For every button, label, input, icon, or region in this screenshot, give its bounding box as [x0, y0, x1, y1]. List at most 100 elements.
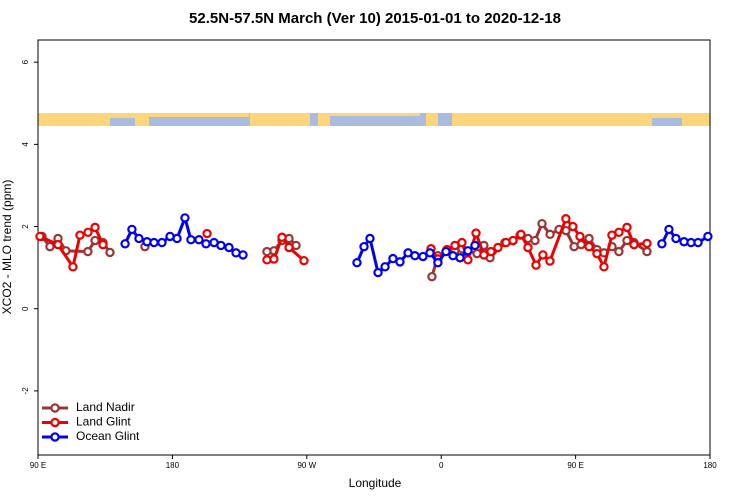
data-point	[216, 240, 226, 251]
data-point	[455, 253, 465, 263]
data-point	[105, 247, 115, 258]
data-point	[592, 248, 602, 259]
data-point	[622, 222, 632, 233]
data-point	[127, 224, 137, 235]
x-tick-label: 0	[439, 461, 444, 470]
x-axis-label: Longitude	[349, 476, 402, 490]
data-point	[83, 227, 93, 237]
data-point	[493, 242, 503, 253]
data-point	[410, 251, 420, 261]
data-point	[186, 234, 196, 245]
data-point	[352, 258, 362, 268]
land-strip	[682, 113, 710, 126]
data-point	[90, 222, 100, 233]
y-tick-label: 0	[21, 306, 30, 311]
chart-title: 52.5N-57.5N March (Ver 10) 2015-01-01 to…	[189, 10, 561, 27]
data-point	[284, 242, 294, 253]
data-point	[530, 235, 540, 246]
x-tick-label: 90 E	[30, 461, 46, 470]
y-tick-label: -2	[21, 387, 30, 395]
data-point	[134, 233, 144, 244]
data-point	[642, 246, 652, 257]
data-point	[457, 237, 467, 248]
data-point	[83, 246, 93, 257]
data-point	[238, 250, 248, 260]
land-strip	[38, 113, 110, 126]
data-point	[568, 221, 578, 232]
data-point	[664, 224, 674, 235]
data-point	[277, 232, 287, 242]
data-point	[629, 239, 639, 250]
data-point	[599, 262, 609, 272]
plot-frame	[37, 39, 711, 456]
data-point	[545, 256, 555, 266]
data-point	[545, 229, 555, 240]
data-point	[693, 237, 703, 248]
x-tick-label: 180	[166, 461, 180, 470]
land-strip	[330, 113, 420, 116]
y-tick-label: 6	[21, 59, 30, 64]
land-strip	[426, 113, 438, 126]
data-point	[642, 238, 652, 249]
data-point	[531, 260, 541, 270]
data-point	[584, 233, 594, 244]
data-point	[180, 213, 190, 223]
data-point	[53, 239, 63, 250]
land-strip	[135, 113, 149, 126]
land-strip	[652, 113, 682, 118]
data-point	[90, 235, 100, 246]
data-point	[523, 242, 533, 253]
data-point	[576, 239, 586, 250]
data-point	[395, 257, 405, 267]
legend-marker	[50, 432, 60, 442]
data-point	[269, 254, 279, 264]
data-point	[194, 234, 204, 245]
data-point	[584, 241, 594, 252]
data-point	[614, 246, 624, 257]
legend-label: Land Glint	[76, 415, 131, 429]
data-point	[433, 258, 443, 268]
data-point	[537, 218, 547, 229]
data-point	[202, 228, 212, 239]
data-point	[380, 262, 390, 272]
data-point	[172, 233, 182, 244]
data-point	[365, 233, 375, 244]
land-strip	[318, 113, 330, 126]
land-strip	[250, 113, 310, 126]
data-point	[45, 241, 55, 252]
data-point	[75, 230, 85, 240]
data-point	[516, 229, 526, 240]
data-point	[98, 239, 108, 250]
legend-label: Ocean Glint	[76, 429, 140, 443]
legend-label: Land Nadir	[76, 400, 135, 414]
data-point	[479, 250, 489, 260]
data-point	[463, 255, 473, 265]
data-point	[373, 267, 383, 278]
data-point	[657, 239, 667, 249]
data-point	[703, 231, 713, 242]
x-tick-label: 90 W	[297, 461, 316, 470]
data-point	[359, 241, 369, 252]
data-point	[157, 237, 167, 248]
data-point	[299, 255, 309, 266]
data-point	[224, 242, 234, 253]
data-point	[575, 231, 585, 242]
data-point	[68, 262, 78, 272]
x-tick-label: 90 E	[567, 461, 583, 470]
legend-marker	[50, 403, 60, 413]
series	[120, 213, 713, 278]
data-point	[418, 251, 428, 262]
land-strip	[110, 113, 140, 118]
legend-marker	[50, 417, 60, 428]
data-point	[35, 231, 45, 242]
data-point	[671, 233, 681, 244]
data-point	[120, 239, 130, 249]
data-point	[538, 250, 548, 260]
data-point	[427, 271, 437, 282]
data-point	[471, 228, 481, 238]
y-axis-label: XCO2 - MLO trend (ppm)	[0, 180, 14, 315]
